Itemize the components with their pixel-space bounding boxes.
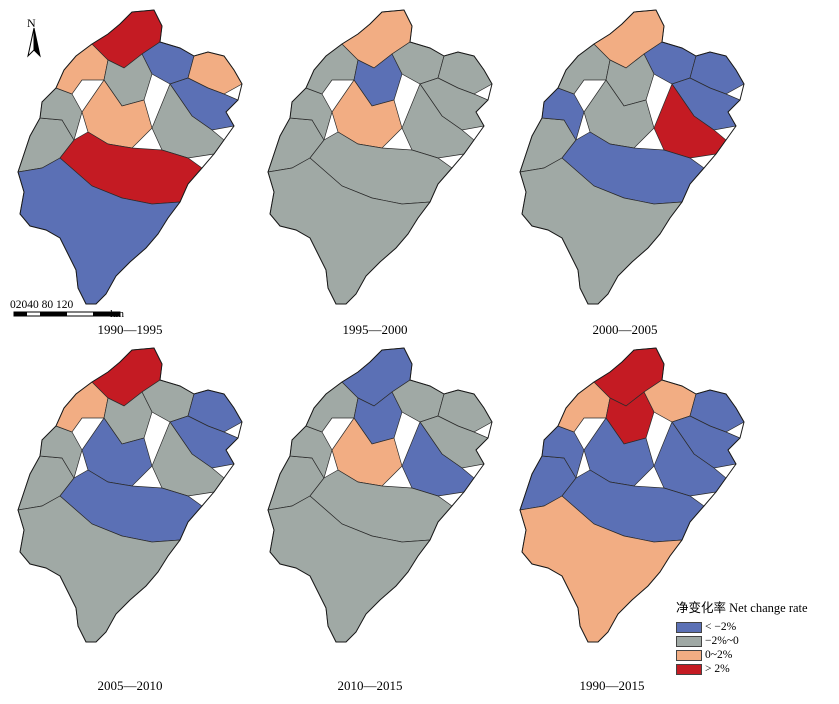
legend-label-4: > 2%	[705, 663, 730, 675]
legend-item-3: 0~2%	[676, 648, 836, 662]
scale-unit: km	[110, 308, 125, 320]
scale-bar	[13, 311, 121, 317]
province-map-5	[267, 347, 493, 643]
map-panel-6	[519, 347, 745, 643]
province-outline	[17, 347, 243, 643]
map-panel-2	[267, 9, 493, 305]
province-outline	[267, 347, 493, 643]
province-outline	[519, 9, 745, 305]
map-panel-3	[519, 9, 745, 305]
legend-item-2: −2%~0	[676, 634, 836, 648]
scale-ticks: 02040 80 120	[10, 299, 74, 311]
province-outline	[267, 9, 493, 305]
legend-title: 净变化率 Net change rate	[676, 601, 808, 615]
period-label-3: 2000—2005	[592, 322, 658, 337]
province-outline	[17, 9, 243, 305]
north-letter: N	[27, 16, 36, 30]
north-arrow-icon	[27, 27, 41, 58]
province-map-1	[17, 9, 243, 305]
legend-item-4: > 2%	[676, 662, 836, 676]
legend-swatch-1	[676, 621, 702, 633]
period-label-6: 1990—2015	[579, 678, 645, 693]
legend-item-1: < −2%	[676, 620, 836, 634]
legend-label-3: 0~2%	[705, 649, 733, 661]
province-map-4	[17, 347, 243, 643]
legend-swatch-2	[676, 635, 702, 647]
legend: 净变化率 Net change rate < −2% −2%~0 0~2% > …	[676, 597, 836, 676]
province-outline	[519, 347, 745, 643]
province-map-2	[267, 9, 493, 305]
legend-label-1: < −2%	[705, 621, 737, 633]
legend-label-2: −2%~0	[705, 635, 739, 647]
period-label-1: 1990—1995	[97, 322, 163, 337]
map-panel-5	[267, 347, 493, 643]
province-map-6	[519, 347, 745, 643]
legend-swatch-3	[676, 649, 702, 661]
period-label-4: 2005—2010	[97, 678, 163, 693]
period-label-5: 2010—2015	[337, 678, 403, 693]
map-panel-1	[17, 9, 243, 305]
map-panel-4	[17, 347, 243, 643]
province-map-3	[519, 9, 745, 305]
period-label-2: 1995—2000	[342, 322, 408, 337]
legend-swatch-4	[676, 663, 702, 675]
